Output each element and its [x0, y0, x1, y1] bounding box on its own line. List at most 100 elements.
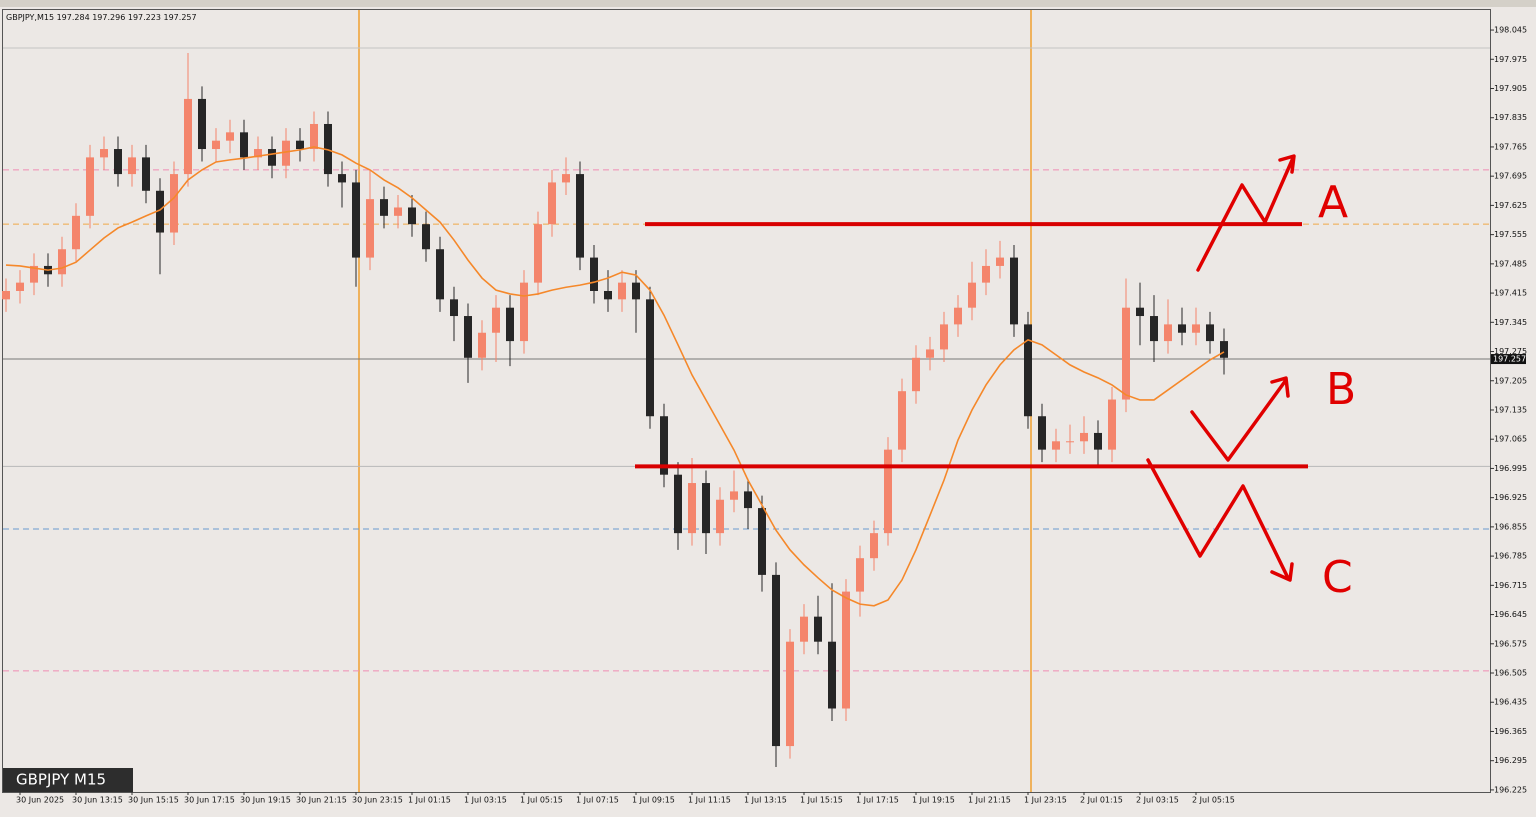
- candle-body: [1150, 316, 1158, 342]
- symbol-info: GBPJPY,M15 197.284 197.296 197.223 197.2…: [6, 13, 197, 22]
- candle-body: [1080, 432, 1088, 442]
- arrow-c: [1146, 458, 1294, 582]
- x-tick-label: 2 Jul 01:15: [1080, 796, 1123, 805]
- toolbar: [0, 0, 1536, 7]
- candle-body: [702, 483, 710, 534]
- candle-body: [268, 149, 276, 166]
- arrow-b: [1190, 376, 1290, 462]
- candle-body: [450, 299, 458, 317]
- candle-body: [618, 282, 626, 300]
- x-tick-label: 2 Jul 03:15: [1136, 796, 1179, 805]
- candle-body: [198, 98, 206, 150]
- candle-body: [240, 132, 248, 158]
- current-price-box: [1491, 354, 1526, 365]
- y-tick-label: 197.065: [1494, 435, 1527, 444]
- candle-body: [660, 416, 668, 475]
- candle-body: [86, 157, 94, 216]
- candle-body: [562, 174, 570, 183]
- candle-body: [100, 149, 108, 158]
- x-tick-label: 1 Jul 07:15: [576, 796, 619, 805]
- y-tick-label: 196.715: [1494, 581, 1527, 590]
- candle-body: [576, 174, 584, 258]
- candle-body: [16, 282, 24, 291]
- y-tick-label: 196.995: [1494, 464, 1527, 473]
- y-tick-label: 196.645: [1494, 610, 1527, 619]
- annotation: C: [1322, 552, 1353, 603]
- candle-body: [58, 249, 66, 275]
- y-tick-label: 197.135: [1494, 405, 1527, 414]
- badge: GBPJPY M15: [16, 771, 106, 789]
- candle-body: [1178, 324, 1186, 333]
- y-tick-label: 196.575: [1494, 639, 1527, 648]
- x-tick-label: 30 Jun 23:15: [352, 796, 403, 805]
- candle-body: [1024, 324, 1032, 417]
- y-tick-label: 196.365: [1494, 727, 1527, 736]
- current-price-label: 197.257: [1493, 355, 1526, 364]
- candle-body: [184, 98, 192, 175]
- candle-body: [394, 207, 402, 216]
- x-tick-label: 1 Jul 23:15: [1024, 796, 1067, 805]
- y-tick-label: 198.045: [1494, 26, 1527, 35]
- candle-body: [156, 190, 164, 233]
- candle-body: [548, 182, 556, 225]
- badge-box: [3, 768, 133, 792]
- candle-body: [912, 357, 920, 392]
- candle-body: [366, 199, 374, 258]
- candle-body: [1052, 441, 1060, 450]
- candle-body: [1164, 324, 1172, 342]
- y-tick-label: 196.925: [1494, 493, 1527, 502]
- y-tick-label: 197.625: [1494, 201, 1527, 210]
- x-tick-label: 30 Jun 19:15: [240, 796, 291, 805]
- candle-body: [898, 391, 906, 450]
- candle-body: [114, 149, 122, 175]
- candle-body: [464, 316, 472, 358]
- candle-body: [842, 591, 850, 709]
- x-tick-label: 1 Jul 15:15: [800, 796, 843, 805]
- candle-body: [422, 224, 430, 250]
- candle-body: [310, 123, 318, 150]
- candle-body: [324, 123, 332, 175]
- candle-body: [408, 207, 416, 225]
- close: 197.257: [164, 13, 197, 22]
- y-tick-label: 197.765: [1494, 142, 1527, 151]
- y-tick-label: 196.785: [1494, 552, 1527, 561]
- candle-body: [940, 324, 948, 350]
- x-tick-label: 1 Jul 09:15: [632, 796, 675, 805]
- candle-body: [1122, 307, 1130, 400]
- candle-body: [226, 132, 234, 141]
- layer: 198.045 197.975 197.905 197.835 197.765 197.6…: [2, 26, 1527, 805]
- candle-body: [646, 299, 654, 417]
- y-tick-label: 197.415: [1494, 289, 1527, 298]
- y-tick-label: 197.695: [1494, 172, 1527, 181]
- x-tick-label: 1 Jul 05:15: [520, 796, 563, 805]
- candle-body: [716, 499, 724, 534]
- candle-body: [1136, 307, 1144, 317]
- candle-body: [604, 290, 612, 300]
- y-tick-label: 197.205: [1494, 376, 1527, 385]
- candle-body: [1220, 341, 1228, 358]
- candle-body: [2, 290, 10, 300]
- candle-body: [744, 491, 752, 509]
- candle-body: [1206, 324, 1214, 342]
- candle-body: [492, 307, 500, 333]
- candle-body: [352, 182, 360, 258]
- x-tick-label: 1 Jul 19:15: [912, 796, 955, 805]
- candle-body: [772, 574, 780, 747]
- candle-body: [1094, 432, 1102, 450]
- open: 197.284: [57, 13, 90, 22]
- x-tick-label: 30 Jun 13:15: [72, 796, 123, 805]
- candle-body: [828, 641, 836, 709]
- symbol: GBPJPY,M15: [6, 13, 54, 22]
- candle-body: [506, 307, 514, 342]
- candle-body: [954, 307, 962, 325]
- candle-body: [786, 641, 794, 747]
- y-tick-label: 197.275: [1494, 347, 1527, 356]
- x-tick-label: 30 Jun 17:15: [184, 796, 235, 805]
- y-tick-label: 196.225: [1494, 785, 1527, 794]
- moving-average: [5, 146, 1225, 607]
- y-tick-label: 197.485: [1494, 259, 1527, 268]
- candle-body: [1010, 257, 1018, 325]
- annotation: A: [1318, 177, 1348, 228]
